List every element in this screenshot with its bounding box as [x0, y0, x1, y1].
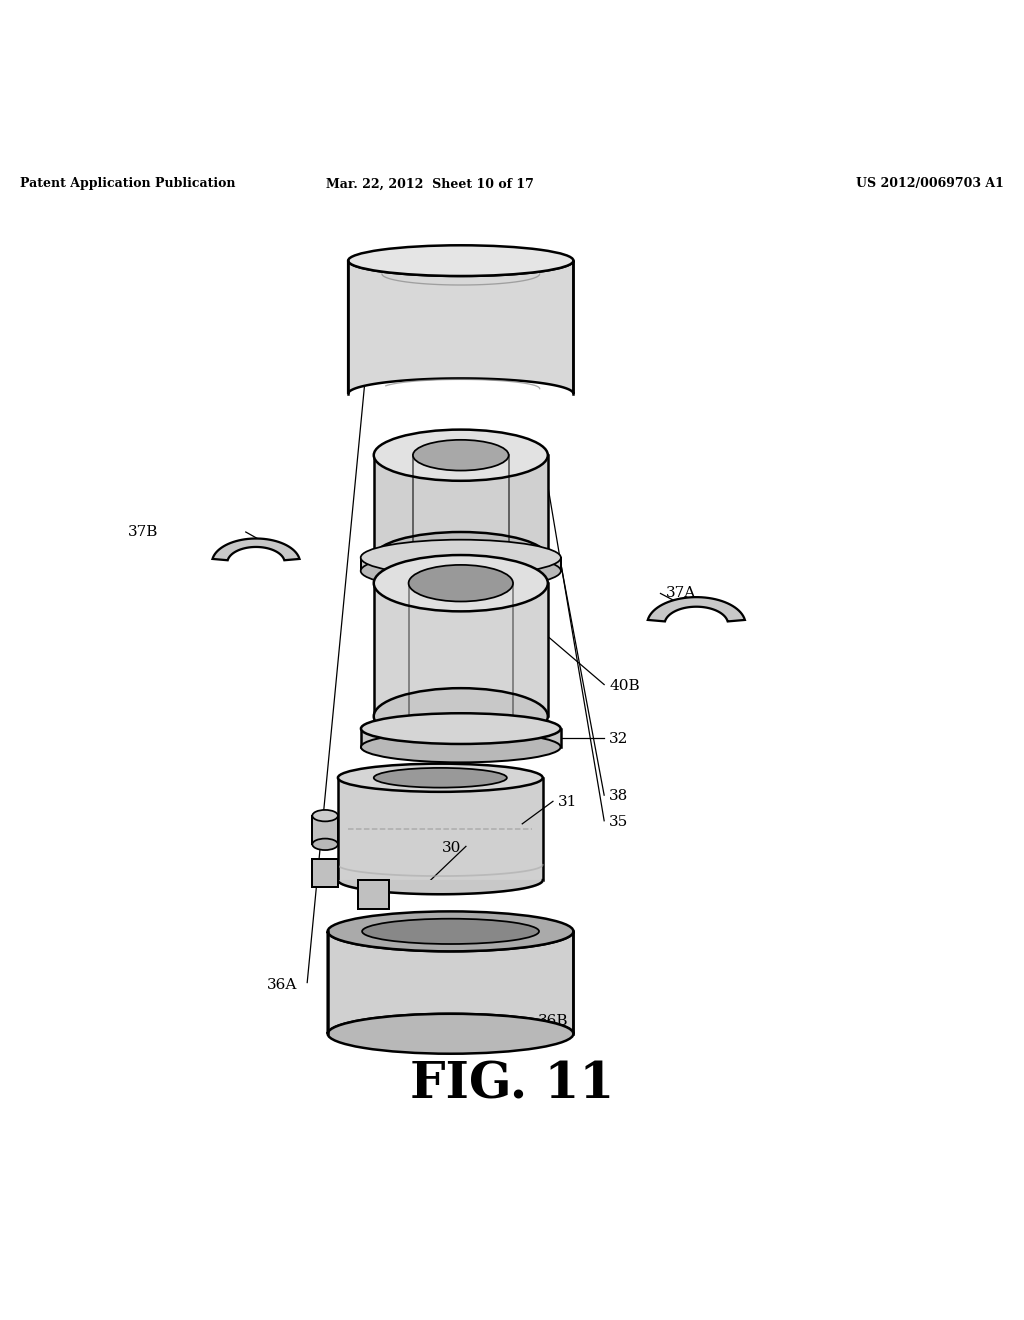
Bar — [374, 455, 548, 557]
Text: 40B: 40B — [609, 678, 640, 693]
Bar — [338, 777, 543, 880]
Ellipse shape — [374, 554, 548, 611]
Bar — [360, 557, 561, 572]
Ellipse shape — [360, 553, 561, 589]
Ellipse shape — [328, 911, 573, 952]
Ellipse shape — [361, 731, 561, 763]
Ellipse shape — [328, 1014, 573, 1053]
Text: 35: 35 — [609, 814, 629, 829]
Ellipse shape — [360, 540, 561, 576]
PathPatch shape — [348, 260, 573, 393]
PathPatch shape — [213, 539, 299, 560]
Ellipse shape — [362, 919, 539, 944]
Text: Patent Application Publication: Patent Application Publication — [20, 177, 236, 190]
Bar — [358, 880, 389, 909]
Text: Mar. 22, 2012  Sheet 10 of 17: Mar. 22, 2012 Sheet 10 of 17 — [326, 177, 535, 190]
Text: 36B: 36B — [538, 1015, 568, 1028]
Text: 30: 30 — [441, 841, 461, 855]
Ellipse shape — [312, 838, 338, 850]
Ellipse shape — [409, 565, 513, 602]
Text: 32: 32 — [609, 731, 629, 746]
Ellipse shape — [374, 688, 548, 744]
Ellipse shape — [312, 810, 338, 821]
Bar — [312, 816, 338, 845]
Ellipse shape — [374, 532, 548, 583]
PathPatch shape — [328, 932, 573, 1034]
Ellipse shape — [413, 440, 509, 470]
Text: US 2012/0069703 A1: US 2012/0069703 A1 — [856, 177, 1004, 190]
Text: 37A: 37A — [666, 586, 696, 601]
Bar — [361, 729, 561, 747]
Text: FIG. 11: FIG. 11 — [410, 1060, 614, 1109]
Ellipse shape — [374, 768, 507, 788]
Text: 38: 38 — [609, 789, 629, 803]
Text: 31: 31 — [558, 796, 578, 809]
Ellipse shape — [338, 764, 543, 792]
Text: 36A: 36A — [266, 978, 297, 991]
Ellipse shape — [348, 246, 573, 276]
PathPatch shape — [648, 597, 744, 622]
Ellipse shape — [374, 429, 548, 480]
Bar — [312, 858, 338, 887]
Ellipse shape — [361, 713, 561, 744]
Text: 37B: 37B — [128, 525, 159, 539]
Bar — [374, 583, 548, 717]
